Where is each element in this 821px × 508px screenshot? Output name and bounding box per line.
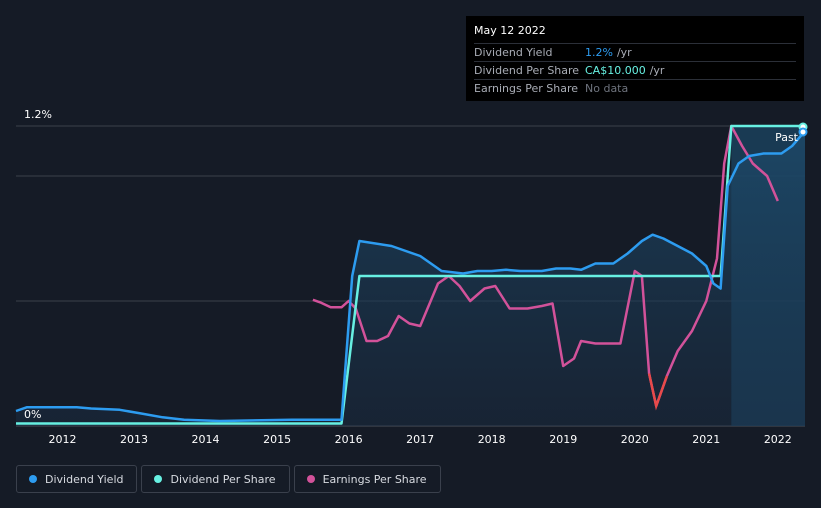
dividend-yield-area [16,131,805,426]
legend: Dividend Yield Dividend Per Share Earnin… [16,465,441,493]
tooltip-value: CA$10.000 [585,64,646,77]
tooltip-panel: May 12 2022 Dividend Yield 1.2% /yr Divi… [466,16,804,101]
dividend-per-share-line [16,124,805,425]
dot-icon [154,475,163,483]
x-tick-label: 2016 [335,433,363,446]
x-tick-label: 2019 [549,433,577,446]
dot-icon [29,475,37,483]
x-tick-label: 2021 [692,433,720,446]
x-tick-label: 2013 [120,433,148,446]
tooltip-row-dividend-yield: Dividend Yield 1.2% /yr [474,43,796,61]
y-tick-label: 0% [24,408,41,421]
x-tick-label: 2015 [263,433,291,446]
tooltip-value: 1.2% [585,46,613,59]
x-axis: 2012 2013 2014 2015 2016 2017 2018 2019 2020 2021… [48,433,791,446]
tooltip-label: Dividend Per Share [474,64,580,77]
tooltip-unit: /yr [616,46,632,59]
x-tick-label: 2017 [406,433,434,446]
x-tick-label: 2018 [478,433,506,446]
tooltip-row-dividend-per-share: Dividend Per Share CA$10.000 /yr [474,61,796,79]
x-tick-label: 2022 [764,433,792,446]
dividend-yield-line [15,130,806,423]
tooltip-value: No data [585,82,629,95]
y-tick-label: 1.2% [24,108,52,121]
tooltip-label: Earnings Per Share [474,82,579,95]
legend-label: Dividend Per Share [170,472,276,486]
dividend-yield-point [798,127,808,137]
legend-item-dividend-yield[interactable]: Dividend Yield [16,465,138,493]
y-axis: 1.2% 0% [24,108,52,421]
tooltip-date: May 12 2022 [474,24,546,37]
tooltip-row-earnings-per-share: Earnings Per Share No data [474,79,796,97]
legend-label: Earnings Per Share [322,472,427,486]
earnings-per-share-line [312,124,779,408]
past-label: Past [775,131,799,144]
x-tick-label: 2020 [621,433,649,446]
x-tick-label: 2014 [192,433,220,446]
tooltip-label: Dividend Yield [474,46,553,59]
dot-icon [306,475,315,483]
series-lines [15,122,808,425]
x-tick-label: 2012 [48,433,76,446]
legend-item-earnings-per-share[interactable]: Earnings Per Share [293,465,441,493]
legend-label: Dividend Yield [45,472,124,486]
tooltip-unit: /yr [649,64,665,77]
earnings-dip-segment [647,373,669,411]
legend-item-dividend-per-share[interactable]: Dividend Per Share [141,465,290,493]
